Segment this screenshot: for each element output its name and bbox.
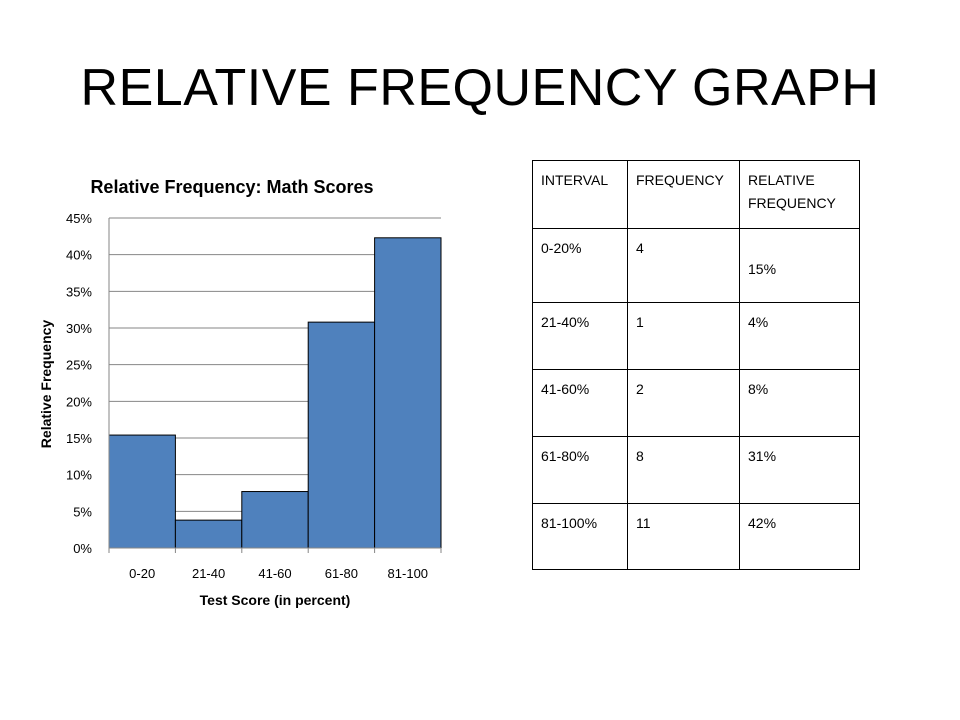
axes [108,218,442,553]
cell-frequency: 11 [627,503,740,570]
cell-interval: 81-100% [532,503,628,570]
x-tick-label: 0-20 [129,566,155,581]
x-tick-label: 61-80 [325,566,358,581]
cell-relative-frequency: 42% [739,503,860,570]
y-tick-label: 25% [66,358,92,373]
slide-title: RELATIVE FREQUENCY GRAPH [80,59,880,117]
table-header-row: INTERVAL FREQUENCY RELATIVE FREQUENCY [532,160,860,229]
y-tick-label: 10% [66,468,92,483]
y-axis-title: Relative Frequency [38,320,54,449]
cell-relative-frequency: 8% [739,369,860,437]
y-tick-label: 35% [66,284,92,299]
bar-21-40 [174,519,243,549]
y-tick-label: 40% [66,248,92,263]
cell-relative-frequency: 15% [739,228,860,303]
cell-frequency: 2 [627,369,740,437]
x-tick-label: 41-60 [258,566,291,581]
table-row: 21-40% 1 4% [532,302,860,370]
y-tick-label: 20% [66,394,92,409]
x-axis-title: Test Score (in percent) [200,592,351,608]
y-tick-labels: 0% 5% 10% 15% 20% 25% 30% 35% 40% 45% [66,211,92,556]
header-relative-frequency: RELATIVE FREQUENCY [739,160,860,229]
x-tick-label: 81-100 [388,566,428,581]
cell-relative-frequency: 4% [739,302,860,370]
cell-relative-frequency-text: 15% [748,261,777,277]
header-interval: INTERVAL [532,160,628,229]
y-tick-label: 30% [66,321,92,336]
table-row: 0-20% 4 15% [532,228,860,303]
cell-interval: 21-40% [532,302,628,370]
y-tick-label: 15% [66,431,92,446]
bar-41-60 [241,491,309,549]
y-tick-label: 0% [73,541,92,556]
frequency-table: INTERVAL FREQUENCY RELATIVE FREQUENCY 0-… [532,160,860,570]
table-row: 61-80% 8 31% [532,436,860,504]
x-tick-labels: 0-20 21-40 41-60 61-80 81-100 [129,566,428,581]
cell-frequency: 8 [627,436,740,504]
chart-title: Relative Frequency: Math Scores [90,177,373,197]
x-tick-label: 21-40 [192,566,225,581]
header-frequency: FREQUENCY [627,160,740,229]
relative-frequency-chart: Relative Frequency: Math Scores 0% 5% 10% 1… [38,177,442,608]
y-tick-label: 5% [73,504,92,519]
cell-relative-frequency: 31% [739,436,860,504]
table-row: 41-60% 2 8% [532,369,860,437]
bar-81-100 [374,237,442,549]
cell-frequency: 1 [627,302,740,370]
bars [108,237,442,549]
cell-interval: 61-80% [532,436,628,504]
cell-interval: 0-20% [532,228,628,303]
table-row: 81-100% 11 42% [532,503,860,570]
cell-frequency: 4 [627,228,740,303]
bar-61-80 [307,321,376,549]
bar-0-20 [108,434,176,549]
y-tick-label: 45% [66,211,92,226]
cell-interval: 41-60% [532,369,628,437]
